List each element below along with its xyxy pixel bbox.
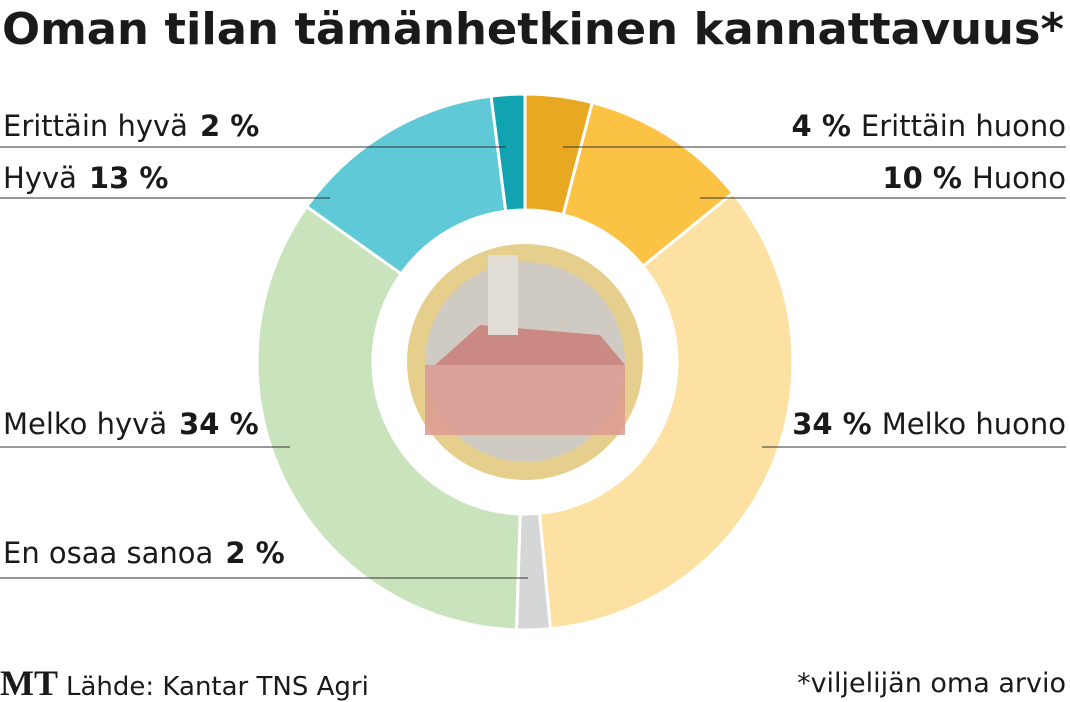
- barn: [425, 365, 625, 435]
- logo: MT: [0, 663, 58, 702]
- slice-label: Erittäin hyvä 2 %: [3, 109, 259, 143]
- value-label: 10 %: [882, 161, 962, 195]
- value-label: 34 %: [792, 407, 872, 441]
- barn-roof: [435, 325, 625, 365]
- chart-title: Oman tilan tämänhetkinen kannattavuus*: [2, 4, 1064, 55]
- slice-label: Melko hyvä 34 %: [3, 407, 259, 441]
- footnote: *viljelijän oma arvio: [797, 668, 1066, 699]
- slice: [255, 204, 522, 632]
- slice-label: 10 % Huono: [882, 161, 1066, 195]
- slice: [537, 190, 795, 631]
- center-coin: [407, 244, 643, 480]
- source: Lähde: Kantar TNS Agri: [66, 672, 369, 702]
- slice-label: 4 % Erittäin huono: [792, 109, 1066, 143]
- category-label: Erittäin huono: [861, 109, 1066, 143]
- category-label: Huono: [972, 161, 1066, 195]
- category-label: Erittäin hyvä: [3, 109, 188, 143]
- category-label: Hyvä: [3, 161, 77, 195]
- labels: 4 % Erittäin huono 10 % Huono 34 % Melko huon…: [0, 109, 1066, 579]
- value-label: 34 %: [179, 407, 259, 441]
- category-label: Melko hyvä: [3, 407, 167, 441]
- value-label: 2 %: [200, 109, 259, 143]
- slice: [489, 92, 527, 213]
- value-label: 2 %: [225, 536, 284, 570]
- slice-label: En osaa sanoa 2 %: [3, 536, 285, 570]
- value-label: 4 %: [792, 109, 851, 143]
- donut: [255, 92, 795, 632]
- category-label: Melko huono: [882, 407, 1066, 441]
- slice-label: Hyvä 13 %: [3, 161, 168, 195]
- value-label: 13 %: [89, 161, 169, 195]
- slice-label: 34 % Melko huono: [792, 407, 1066, 441]
- silo: [488, 255, 518, 335]
- category-label: En osaa sanoa: [3, 536, 213, 570]
